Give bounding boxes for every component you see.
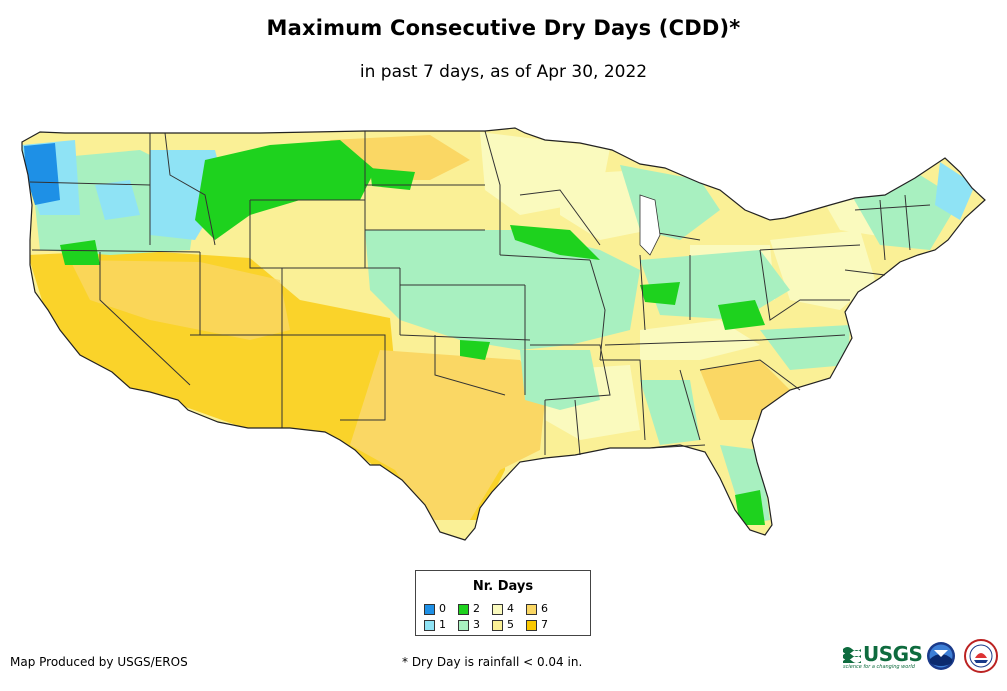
- usgs-logo: USGS science for a changing world: [843, 642, 923, 670]
- legend-label: 3: [473, 618, 480, 631]
- dry-day-footnote: * Dry Day is rainfall < 0.04 in.: [402, 655, 583, 669]
- legend-swatch: [492, 603, 503, 615]
- usgs-wave-icon: [843, 647, 861, 663]
- legend-item: 6: [526, 602, 548, 616]
- cdd-raster: [22, 128, 985, 540]
- legend-item: 4: [492, 602, 514, 616]
- map-title: Maximum Consecutive Dry Days (CDD)*: [266, 16, 741, 40]
- legend-label: 1: [439, 618, 446, 631]
- legend: Nr. Days 0 1 2 3 4 5 6 7: [415, 570, 591, 636]
- legend-swatch: [526, 619, 537, 631]
- legend-label: 0: [439, 602, 446, 615]
- legend-swatch: [424, 603, 435, 615]
- legend-label: 5: [507, 618, 514, 631]
- legend-swatch: [424, 619, 435, 631]
- usgs-tagline: science for a changing world: [843, 664, 915, 670]
- legend-item: 7: [526, 618, 548, 632]
- lake-michigan: [639, 194, 661, 256]
- producer-credit: Map Produced by USGS/EROS: [10, 655, 188, 669]
- legend-item: 3: [458, 618, 480, 632]
- state-boundaries: [29, 130, 931, 456]
- us-outline: [21, 127, 986, 541]
- legend-title: Nr. Days: [472, 579, 534, 594]
- legend-swatch: [492, 619, 503, 631]
- legend-swatch: [458, 619, 469, 631]
- legend-item: 5: [492, 618, 514, 632]
- legend-swatch: [458, 603, 469, 615]
- noaa-logo: [927, 642, 955, 670]
- map-subtitle: in past 7 days, as of Apr 30, 2022: [359, 62, 648, 82]
- legend-label: 7: [541, 618, 548, 631]
- legend-item: 1: [424, 618, 446, 632]
- legend-label: 4: [507, 602, 514, 615]
- legend-label: 2: [473, 602, 480, 615]
- nws-logo: [964, 639, 998, 673]
- us-cdd-map: [21, 127, 986, 541]
- legend-item: 0: [424, 602, 446, 616]
- legend-item: 2: [458, 602, 480, 616]
- legend-swatch: [526, 603, 537, 615]
- legend-label: 6: [541, 602, 548, 615]
- usgs-wordmark: USGS: [863, 642, 923, 666]
